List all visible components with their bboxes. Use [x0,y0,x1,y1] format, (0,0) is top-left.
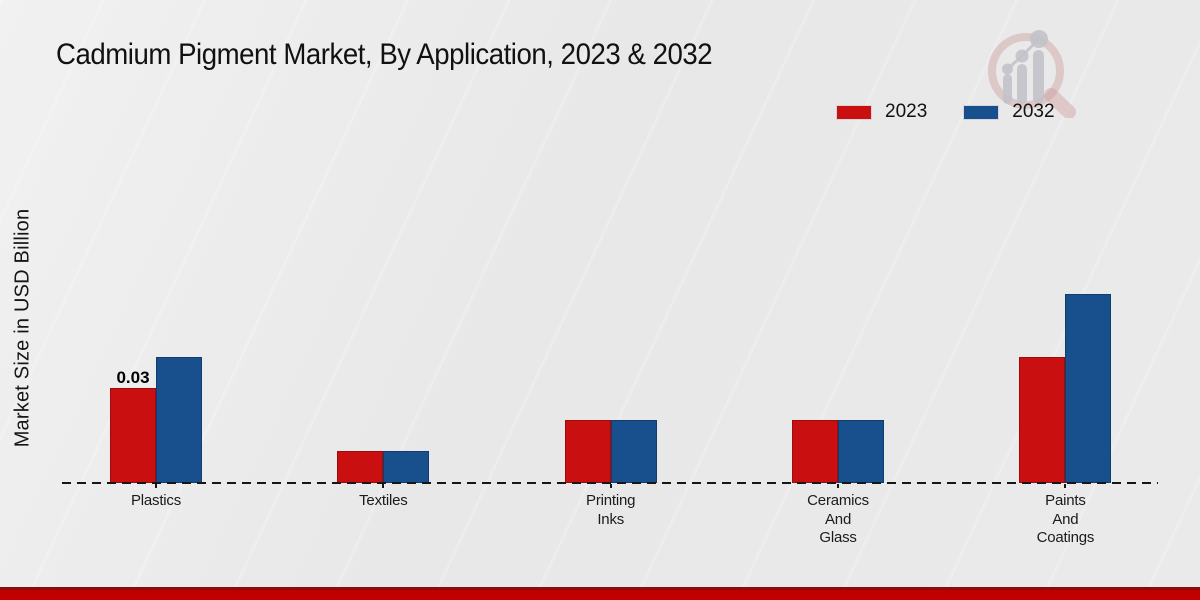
bar-2023-printing-inks [564,420,611,483]
bar-group-textiles [337,283,430,483]
bar-group-plastics [110,283,202,483]
category-label-plastics: Plastics [130,492,182,509]
bar-group-paints-and-coatings [1019,283,1112,483]
legend-item-2023: 2023 [836,101,927,123]
bar-value-label: 0.03 [116,368,150,387]
axis-tick [1064,484,1067,488]
bar-2023-paints-and-coatings [1019,357,1066,483]
chart-title: Cadmium Pigment Market, By Application, … [56,38,713,71]
bar-2032-plastics [156,357,202,483]
category-label-ceramics-and-glass: Ceramics And Glass [807,492,869,546]
category-label-textiles: Textiles [359,492,408,509]
bar-group-printing-inks [564,283,657,483]
bar-2023-plastics [110,388,156,483]
axis-tick [609,484,612,488]
category-label-paints-and-coatings: Paints And Coatings [1036,492,1095,546]
legend-swatch-2023 [836,104,872,120]
bar-2023-textiles [337,451,384,483]
axis-tick [155,484,157,488]
legend-item-2032: 2032 [963,101,1055,123]
bar-2023-ceramics-and-glass [792,420,839,483]
bar-2032-paints-and-coatings [1065,294,1112,483]
legend: 2023 2032 [836,101,1055,123]
axis-tick [382,484,385,488]
bar-2032-textiles [383,451,430,483]
zero-baseline [62,482,1158,484]
legend-label-2032: 2032 [1012,101,1055,122]
bar-2032-ceramics-and-glass [838,420,885,483]
legend-swatch-2032 [963,104,1000,120]
y-axis-title: Market Size in USD Billion [11,208,34,448]
category-label-printing-inks: Printing Inks [586,492,636,528]
bar-group-ceramics-and-glass [792,283,885,483]
legend-label-2023: 2023 [885,101,928,122]
magnifier-growth-chart-logo-icon [988,30,1076,118]
footer-bar [0,587,1200,600]
axis-tick [837,484,840,488]
bar-2032-printing-inks [610,420,657,483]
